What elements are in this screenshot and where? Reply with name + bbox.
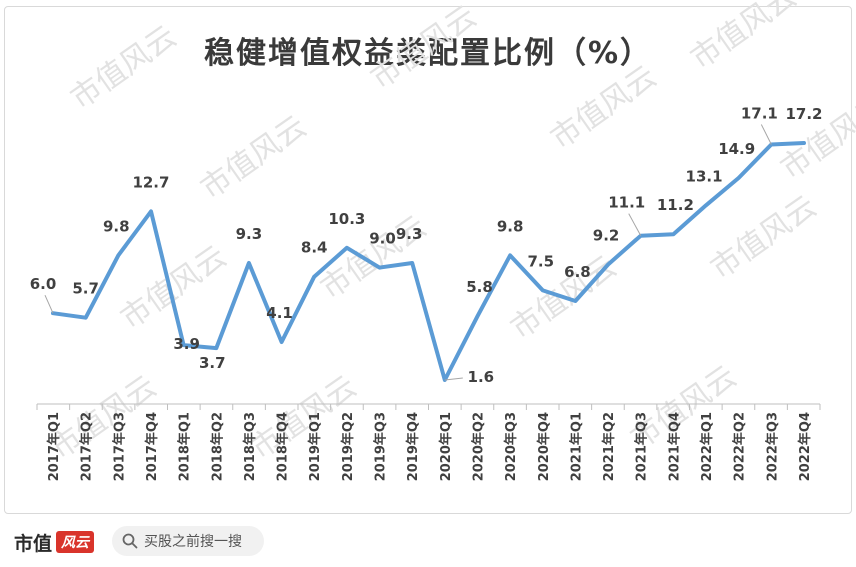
data-label: 10.3 (328, 210, 365, 228)
watermark-text: 市值风云 (705, 189, 823, 286)
label-leader-line (628, 213, 642, 236)
x-tick-label: 2020年Q2 (470, 412, 486, 481)
label-leader-line (444, 377, 463, 381)
x-tick-label: 2022年Q2 (732, 412, 748, 481)
label-leader-line (760, 124, 772, 145)
data-label: 9.3 (236, 225, 263, 243)
data-label: 12.7 (132, 173, 169, 191)
x-tick-label: 2019年Q4 (405, 412, 421, 481)
data-label: 11.1 (608, 194, 645, 212)
x-tick-label: 2022年Q3 (764, 412, 780, 481)
watermark-text: 市值风云 (115, 239, 233, 336)
x-tick-label: 2018年Q2 (209, 412, 225, 481)
x-tick-label: 2021年Q4 (666, 412, 682, 481)
data-label: 8.4 (301, 239, 328, 257)
watermark-text: 市值风云 (365, 0, 483, 97)
chart-title: 稳健增值权益类配置比例（%） (203, 36, 653, 71)
x-tick-label: 2021年Q2 (601, 412, 617, 481)
search-icon (122, 533, 138, 549)
label-leader-lines (44, 124, 772, 381)
watermark-text: 市值风云 (195, 109, 313, 206)
data-label: 9.2 (593, 227, 620, 245)
data-labels: 6.0 5.79.812.73.93.79.34.18.410.39.0 9.31.… (30, 105, 823, 386)
data-label: 4.1 (266, 304, 293, 322)
watermark-text: 市值风云 (685, 0, 803, 77)
data-label: 3.7 (199, 354, 226, 372)
data-label: 17.1 (741, 105, 778, 123)
x-tick-label: 2021年Q1 (568, 412, 584, 481)
x-tick-label: 2022年Q4 (797, 412, 813, 481)
x-tick-label: 2017年Q4 (144, 412, 160, 481)
x-tick-label: 2021年Q3 (634, 412, 650, 481)
data-label: 17.2 (785, 105, 822, 123)
data-label: 14.9 (718, 140, 755, 158)
x-tick-label: 2020年Q3 (503, 412, 519, 481)
brand-seal: 风云 (56, 531, 95, 553)
data-label: 3.9 (173, 335, 200, 353)
data-label: 9.8 (497, 217, 524, 235)
search-text: 买股之前搜一搜 (144, 534, 242, 550)
x-tick-label: 2017年Q3 (111, 412, 127, 481)
watermark-text: 市值风云 (775, 89, 856, 186)
x-tick-label: 2018年Q4 (275, 412, 291, 481)
label-leader-line (44, 294, 54, 314)
data-label: 9.8 (103, 217, 130, 235)
brand-text: 市值 (14, 532, 53, 555)
x-tick-label: 2020年Q1 (438, 412, 454, 481)
data-label: 9.3 (396, 225, 423, 243)
x-axis-tick-labels: 2017年Q1 2017年Q2 2017年Q3 2017年Q4 2018年Q1 2018年… (46, 412, 813, 481)
x-tick-label: 2019年Q1 (307, 412, 323, 481)
x-tick-label: 2017年Q2 (79, 412, 95, 481)
series-line (51, 141, 806, 382)
x-axis-ticks (36, 404, 821, 410)
x-tick-label: 2017年Q1 (46, 412, 62, 481)
data-label: 5.7 (72, 280, 99, 298)
data-label: 6.8 (564, 263, 591, 281)
data-label: 5.8 (466, 278, 493, 296)
brand-logo: 市值 风云 (14, 528, 95, 556)
data-label: 13.1 (686, 167, 723, 185)
search-box[interactable]: 买股之前搜一搜 (112, 526, 264, 556)
data-label: 11.2 (657, 196, 694, 214)
x-tick-label: 2018年Q1 (177, 412, 193, 481)
data-label: 9.0 (369, 230, 396, 248)
watermark-text: 市值风云 (545, 59, 663, 156)
x-tick-label: 2020年Q4 (536, 412, 552, 481)
data-label: 6.0 (30, 275, 57, 293)
watermark-text: 市值风云 (65, 19, 183, 116)
footer: 市值 风云 买股之前搜一搜 (0, 514, 856, 567)
data-label: 7.5 (527, 252, 554, 270)
x-tick-label: 2019年Q2 (340, 412, 356, 481)
chart-card (4, 6, 852, 514)
data-label: 1.6 (468, 368, 495, 386)
x-tick-label: 2018年Q3 (242, 412, 258, 481)
x-tick-label: 2019年Q3 (373, 412, 389, 481)
x-tick-label: 2022年Q1 (699, 412, 715, 481)
